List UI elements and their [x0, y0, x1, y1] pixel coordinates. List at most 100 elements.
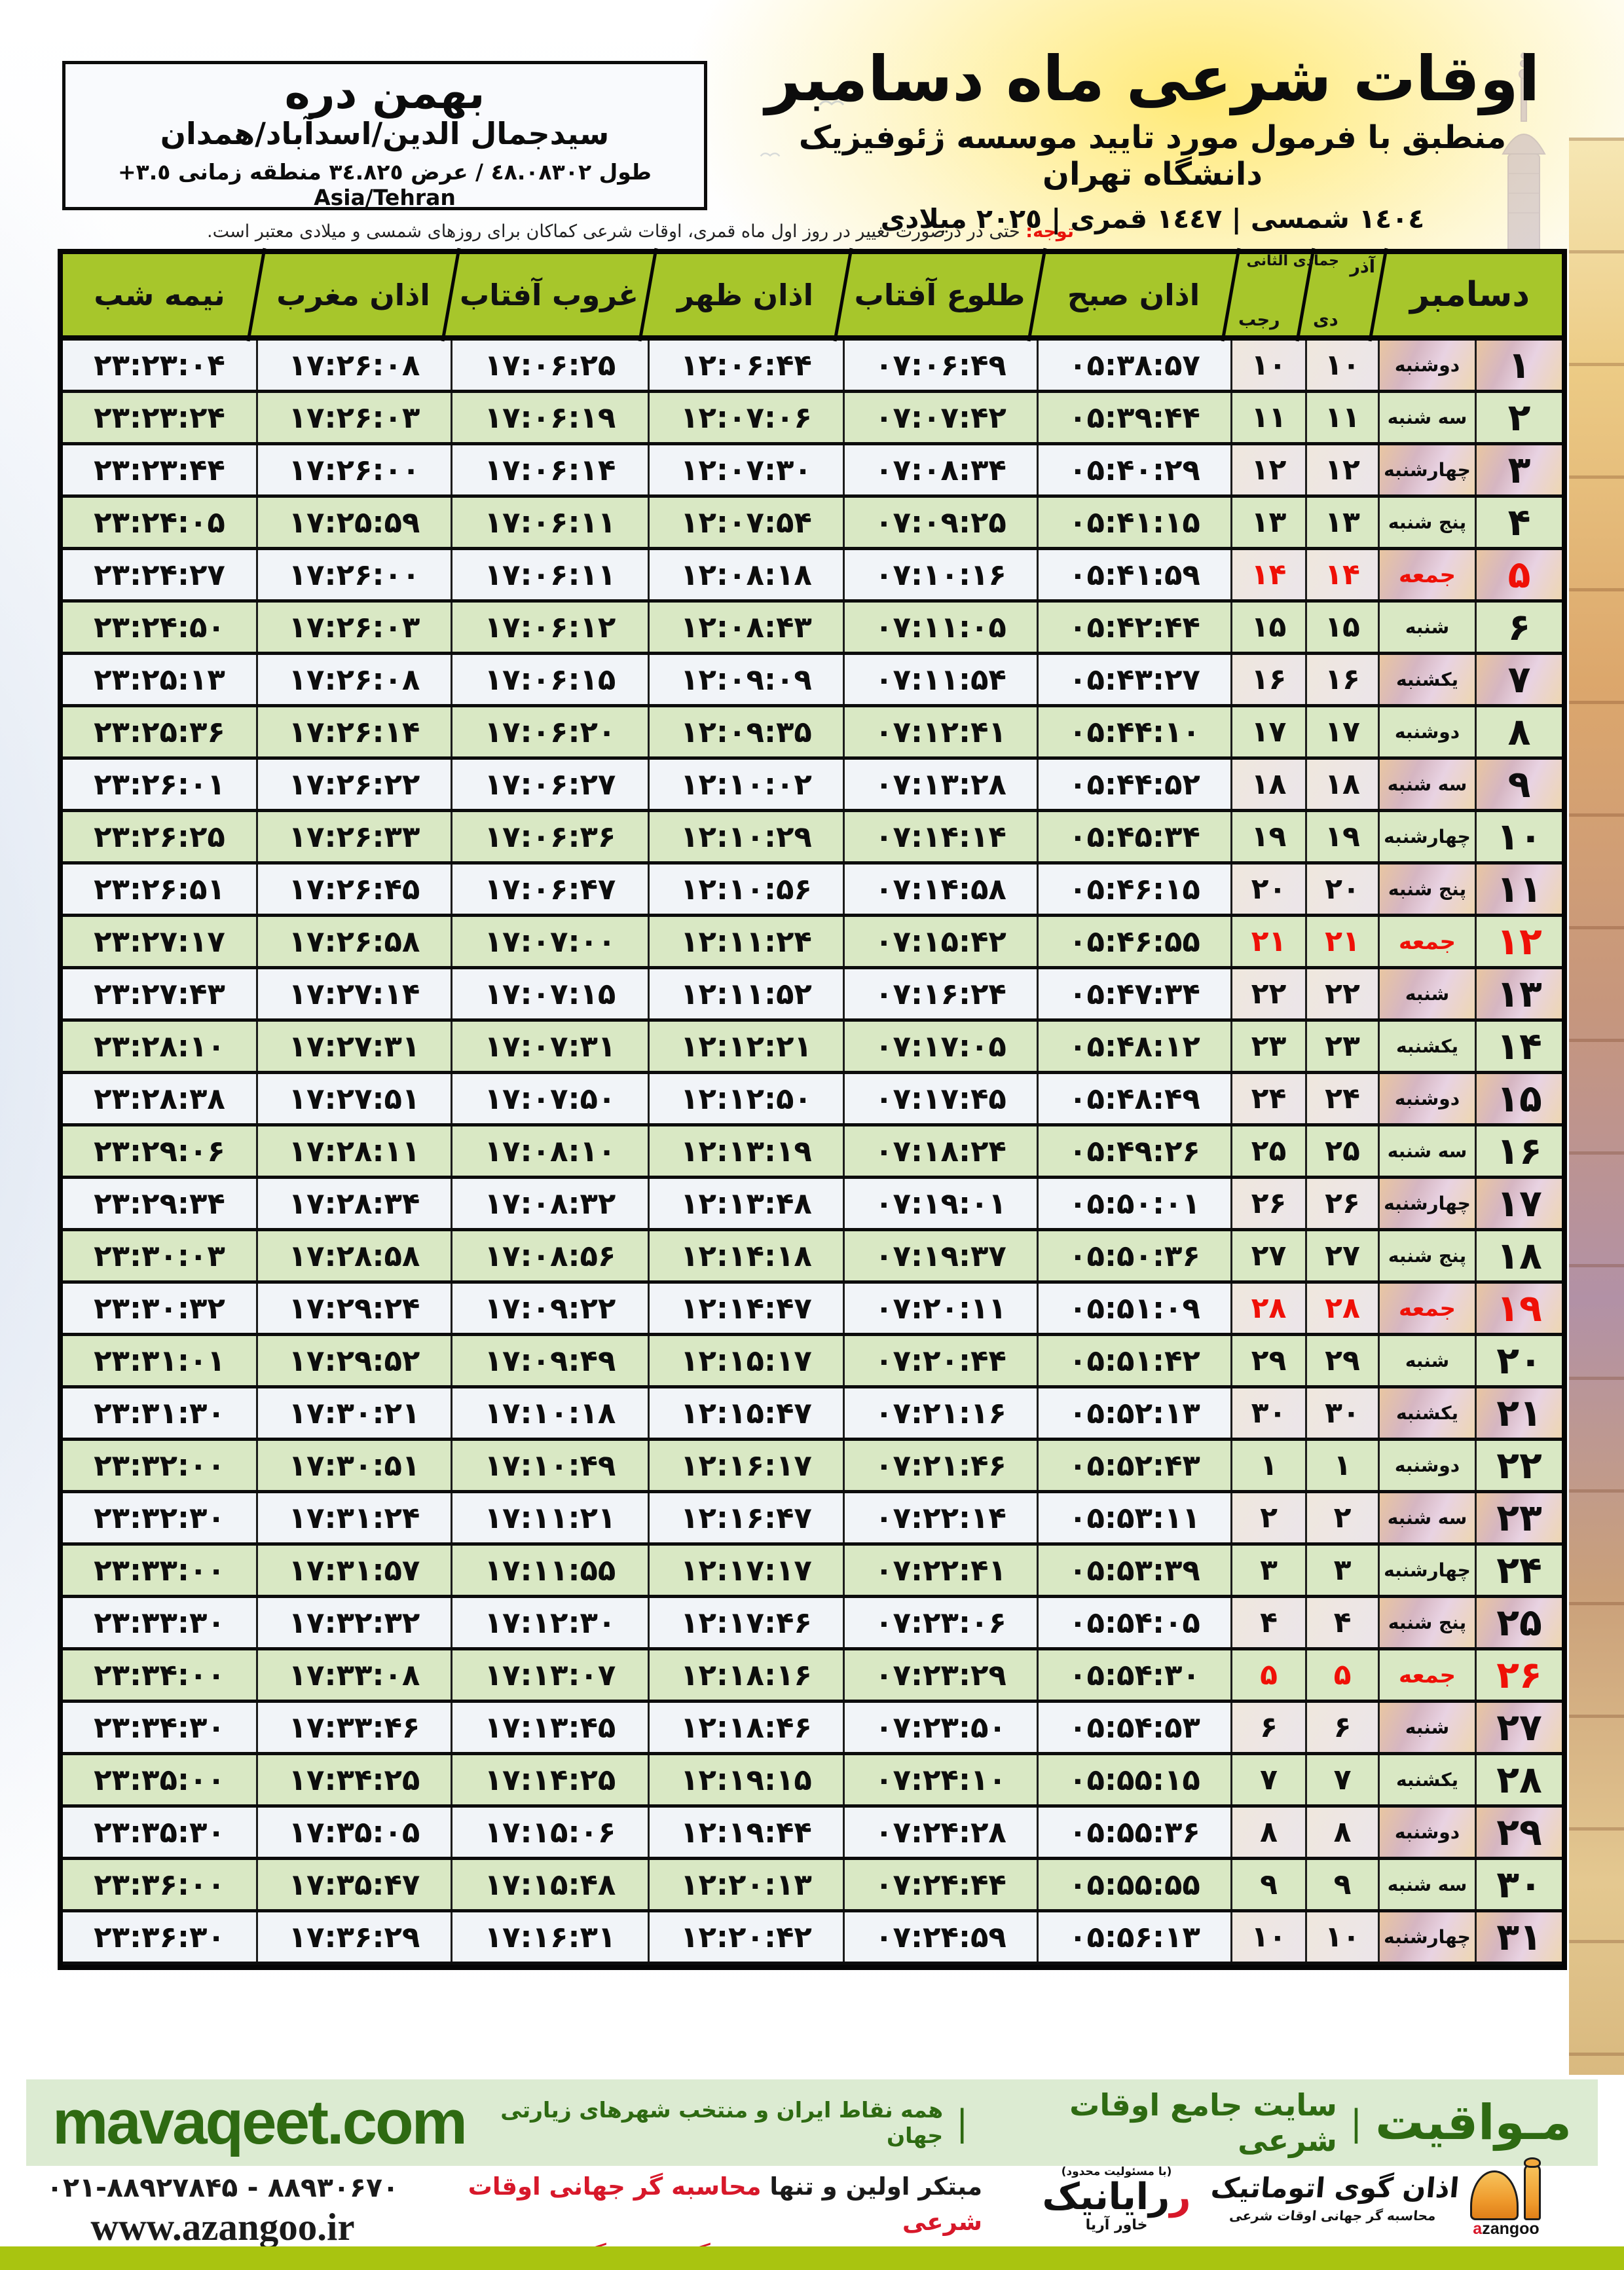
solar-month-day: ۱۰ — [1305, 1912, 1378, 1962]
solar-month-day: ۴ — [1305, 1598, 1378, 1647]
dhuhr-time: ۱۲:۲۰:۱۳ — [648, 1860, 843, 1909]
lunar-month-day: ۲ — [1230, 1493, 1305, 1542]
weekday: دوشنبه — [1378, 1074, 1475, 1123]
brand-line: مـواقیت | سایت جامع اوقات شرعی | همه نقا… — [466, 2087, 1572, 2158]
fajr-time: ۰۵:۵۵:۱۵ — [1037, 1755, 1230, 1804]
solar-month-top-label: آذر — [1350, 257, 1375, 277]
col-header-dhuhr: اذان ظهر — [648, 254, 843, 335]
table-row: ۱۵ دوشنبه ۲۴ ۲۴ ۰۵:۴۸:۴۹ ۰۷:۱۷:۴۵ ۱۲:۱۲:… — [63, 1074, 1562, 1126]
table-row: ۴ پنج شنبه ۱۳ ۱۳ ۰۵:۴۱:۱۵ ۰۷:۰۹:۲۵ ۱۲:۰۷… — [63, 498, 1562, 550]
december-day: ۱۰ — [1475, 812, 1562, 861]
lunar-month-day: ۴ — [1230, 1598, 1305, 1647]
fajr-time: ۰۵:۴۴:۵۲ — [1037, 760, 1230, 809]
bird-decoration — [760, 153, 781, 157]
dhuhr-time: ۱۲:۱۲:۵۰ — [648, 1074, 843, 1123]
december-day: ۲۰ — [1475, 1336, 1562, 1385]
table-row: ۲۱ یکشنبه ۳۰ ۳۰ ۰۵:۵۲:۱۳ ۰۷:۲۱:۱۶ ۱۲:۱۵:… — [63, 1388, 1562, 1441]
brand-tagline-2: همه نقاط ایران و منتخب شهرهای زیارتی جها… — [500, 2097, 944, 2148]
prayer-times-table: دسامبر آذر دی جمادی الثانی رجب اذان صبح … — [58, 249, 1567, 1970]
lunar-month-day: ۹ — [1230, 1860, 1305, 1909]
lunar-month-day: ۲۲ — [1230, 969, 1305, 1018]
december-day: ۲۳ — [1475, 1493, 1562, 1542]
sunset-time: ۱۷:۰۶:۱۹ — [451, 393, 648, 442]
table-row: ۹ سه شنبه ۱۸ ۱۸ ۰۵:۴۴:۵۲ ۰۷:۱۳:۲۸ ۱۲:۱۰:… — [63, 760, 1562, 812]
dhuhr-time: ۱۲:۱۲:۲۱ — [648, 1022, 843, 1071]
midnight-time: ۲۳:۳۵:۰۰ — [94, 1762, 225, 1797]
lunar-month-bottom-label: رجب — [1238, 310, 1280, 330]
maghrib-time: ۱۷:۲۶:۵۸ — [256, 917, 451, 966]
website-url: www.azangoo.ir — [90, 2205, 355, 2248]
maghrib-time: ۱۷:۲۹:۵۲ — [256, 1336, 451, 1385]
weekday: دوشنبه — [1378, 1808, 1475, 1857]
lunar-month-day: ۲۸ — [1230, 1284, 1305, 1333]
dhuhr-time: ۱۲:۱۳:۱۹ — [648, 1126, 843, 1176]
lunar-month-day: ۱۹ — [1230, 812, 1305, 861]
sunrise-time: ۰۷:۲۲:۴۱ — [843, 1546, 1037, 1595]
col-header-lunar-month: جمادی الثانی رجب — [1230, 253, 1339, 335]
dhuhr-time: ۱۲:۰۶:۴۴ — [648, 341, 843, 390]
dhuhr-time: ۱۲:۰۷:۵۴ — [648, 498, 843, 547]
sunset-time: ۱۷:۰۸:۵۶ — [451, 1231, 648, 1280]
dhuhr-time: ۱۲:۰۷:۳۰ — [648, 445, 843, 494]
maghrib-time: ۱۷:۲۶:۰۰ — [256, 445, 451, 494]
maghrib-time: ۱۷:۲۶:۰۸ — [256, 655, 451, 704]
table-row: ۲۰ شنبه ۲۹ ۲۹ ۰۵:۵۱:۴۲ ۰۷:۲۰:۴۴ ۱۲:۱۵:۱۷… — [63, 1336, 1562, 1388]
sunrise-time: ۰۷:۱۱:۰۵ — [843, 603, 1037, 652]
dhuhr-time: ۱۲:۱۹:۴۴ — [648, 1808, 843, 1857]
sunset-time: ۱۷:۰۶:۲۵ — [451, 341, 648, 390]
lunar-month-day: ۲۵ — [1230, 1126, 1305, 1176]
sunset-time: ۱۷:۰۶:۲۷ — [451, 760, 648, 809]
fajr-time: ۰۵:۳۹:۴۴ — [1037, 393, 1230, 442]
maghrib-time: ۱۷:۲۶:۰۳ — [256, 603, 451, 652]
sunrise-time: ۰۷:۲۱:۴۶ — [843, 1441, 1037, 1490]
sunset-time: ۱۷:۱۵:۰۶ — [451, 1808, 648, 1857]
sunset-time: ۱۷:۰۶:۴۷ — [451, 865, 648, 914]
solar-month-day: ۲۹ — [1305, 1336, 1378, 1385]
dhuhr-time: ۱۲:۱۱:۵۲ — [648, 969, 843, 1018]
december-day: ۳ — [1475, 445, 1562, 494]
december-day: ۲۹ — [1475, 1808, 1562, 1857]
maghrib-time: ۱۷:۲۶:۳۳ — [256, 812, 451, 861]
table-row: ۱۲ جمعه ۲۱ ۲۱ ۰۵:۴۶:۵۵ ۰۷:۱۵:۴۲ ۱۲:۱۱:۲۴… — [63, 917, 1562, 969]
table-row: ۲۵ پنج شنبه ۴ ۴ ۰۵:۵۴:۰۵ ۰۷:۲۳:۰۶ ۱۲:۱۷:… — [63, 1598, 1562, 1650]
dhuhr-time: ۱۲:۱۵:۱۷ — [648, 1336, 843, 1385]
lunar-month-day: ۲۱ — [1230, 917, 1305, 966]
dhuhr-time: ۱۲:۱۱:۲۴ — [648, 917, 843, 966]
maghrib-time: ۱۷:۳۶:۲۹ — [256, 1912, 451, 1962]
table-row: ۱۱ پنج شنبه ۲۰ ۲۰ ۰۵:۴۶:۱۵ ۰۷:۱۴:۵۸ ۱۲:۱… — [63, 865, 1562, 917]
table-row: ۶ شنبه ۱۵ ۱۵ ۰۵:۴۲:۴۴ ۰۷:۱۱:۰۵ ۱۲:۰۸:۴۳ … — [63, 603, 1562, 655]
sunrise-time: ۰۷:۲۴:۴۴ — [843, 1860, 1037, 1909]
maghrib-time: ۱۷:۳۴:۲۵ — [256, 1755, 451, 1804]
lunar-month-day: ۵ — [1230, 1650, 1305, 1700]
fajr-time: ۰۵:۴۵:۳۴ — [1037, 812, 1230, 861]
maghrib-time: ۱۷:۲۷:۳۱ — [256, 1022, 451, 1071]
lunar-month-day: ۳ — [1230, 1546, 1305, 1595]
solar-month-day: ۱۰ — [1305, 341, 1378, 390]
table-row: ۱۰ چهارشنبه ۱۹ ۱۹ ۰۵:۴۵:۳۴ ۰۷:۱۴:۱۴ ۱۲:۱… — [63, 812, 1562, 865]
azangoo-logo: azangoo اذان گوی اتوماتیک محاسبه گر جهان… — [1209, 2157, 1549, 2238]
midnight-time: ۲۳:۳۰:۳۲ — [94, 1291, 225, 1326]
midnight-time: ۲۳:۲۴:۰۵ — [94, 505, 225, 540]
december-day: ۸ — [1475, 707, 1562, 756]
midnight-time: ۲۳:۲۴:۲۷ — [94, 557, 225, 592]
rayanik-name: ررایانیک — [1042, 2176, 1191, 2218]
dhuhr-time: ۱۲:۱۶:۴۷ — [648, 1493, 843, 1542]
december-day: ۳۱ — [1475, 1912, 1562, 1962]
sunset-time: ۱۷:۰۷:۰۰ — [451, 917, 648, 966]
maghrib-time: ۱۷:۲۶:۴۵ — [256, 865, 451, 914]
site-footer-bar: mavaqeet.com مـواقیت | سایت جامع اوقات ش… — [26, 2079, 1598, 2166]
phone-numbers: ۰۲۱-۸۸۹۲۷۸۴۵ - ۸۸۹۳۰۶۷۰ — [46, 2172, 399, 2203]
midnight-time: ۲۳:۲۶:۵۱ — [94, 872, 225, 906]
december-day: ۱۷ — [1475, 1179, 1562, 1228]
rayanik-liability-note: (با مسئولیت محدود) — [1061, 2165, 1172, 2178]
table-row: ۲ سه شنبه ۱۱ ۱۱ ۰۵:۳۹:۴۴ ۰۷:۰۷:۴۲ ۱۲:۰۷:… — [63, 393, 1562, 445]
sunset-time: ۱۷:۰۹:۲۲ — [451, 1284, 648, 1333]
solar-month-day: ۷ — [1305, 1755, 1378, 1804]
midnight-time: ۲۳:۲۳:۲۴ — [94, 400, 225, 435]
maghrib-time: ۱۷:۲۸:۵۸ — [256, 1231, 451, 1280]
sunrise-time: ۰۷:۰۷:۴۲ — [843, 393, 1037, 442]
fajr-time: ۰۵:۵۰:۰۱ — [1037, 1179, 1230, 1228]
dhuhr-time: ۱۲:۱۴:۴۷ — [648, 1284, 843, 1333]
brand-tagline-1: سایت جامع اوقات شرعی — [1069, 2087, 1337, 2158]
